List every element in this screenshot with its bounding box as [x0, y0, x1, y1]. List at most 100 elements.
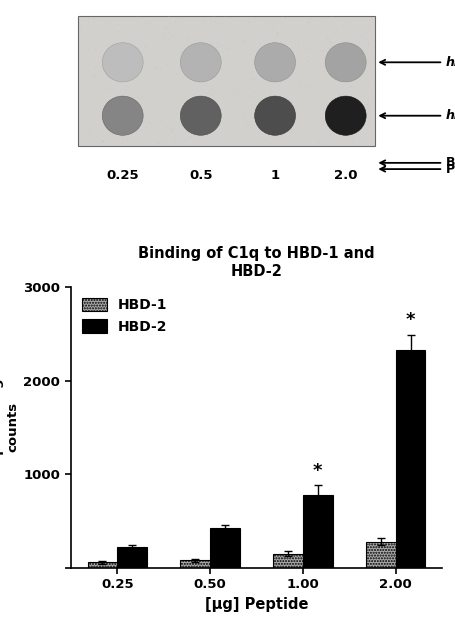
Point: [196, 109, 203, 119]
Point: [293, 140, 300, 150]
Point: [363, 100, 370, 110]
Point: [354, 52, 361, 62]
Point: [305, 45, 312, 55]
Point: [167, 39, 174, 49]
Point: [118, 44, 125, 54]
Point: [362, 13, 369, 23]
Point: [247, 127, 254, 137]
Point: [310, 109, 318, 119]
Point: [142, 41, 149, 51]
Point: [327, 76, 334, 85]
Point: [158, 21, 166, 31]
Point: [106, 27, 113, 37]
Point: [185, 124, 192, 134]
Point: [250, 133, 257, 143]
Point: [238, 47, 246, 57]
Point: [224, 32, 231, 42]
Point: [281, 75, 288, 85]
Point: [334, 62, 341, 72]
Point: [183, 34, 190, 44]
Point: [111, 100, 118, 110]
Point: [280, 89, 288, 99]
Point: [359, 76, 366, 86]
Point: [189, 140, 197, 150]
Point: [106, 108, 113, 118]
Point: [206, 104, 213, 114]
Point: [270, 20, 277, 30]
Point: [96, 121, 103, 131]
Point: [79, 106, 86, 116]
Point: [106, 52, 114, 62]
Point: [212, 56, 219, 66]
Point: [134, 53, 142, 63]
Point: [197, 52, 204, 62]
Point: [152, 63, 159, 73]
Point: [321, 37, 329, 47]
Point: [101, 96, 108, 106]
Point: [83, 97, 90, 107]
Point: [304, 17, 311, 27]
Point: [365, 115, 372, 125]
Point: [312, 89, 319, 99]
Point: [324, 43, 332, 53]
Point: [346, 122, 354, 132]
Point: [85, 44, 92, 54]
Point: [332, 115, 339, 125]
Point: [109, 56, 116, 66]
Point: [213, 135, 221, 145]
Point: [368, 95, 375, 105]
Point: [110, 84, 117, 94]
Point: [82, 64, 89, 74]
Point: [295, 21, 303, 31]
Point: [150, 31, 157, 41]
Point: [312, 118, 319, 128]
Point: [263, 60, 271, 70]
Point: [91, 44, 98, 54]
Point: [81, 32, 88, 42]
Point: [342, 79, 349, 89]
Text: 0.25: 0.25: [106, 169, 139, 182]
Point: [300, 108, 308, 118]
Point: [136, 100, 144, 110]
Point: [339, 108, 346, 118]
Point: [204, 45, 211, 55]
Point: [113, 51, 121, 61]
Point: [113, 53, 120, 63]
Point: [283, 112, 290, 122]
Point: [337, 97, 344, 107]
Point: [327, 129, 334, 139]
Point: [229, 123, 236, 133]
Point: [104, 128, 111, 138]
Point: [189, 129, 197, 139]
Point: [329, 42, 337, 52]
Point: [99, 136, 106, 146]
Point: [313, 29, 320, 39]
Point: [102, 16, 110, 26]
Point: [182, 44, 189, 54]
Point: [276, 47, 283, 57]
Point: [312, 41, 319, 51]
Point: [173, 69, 181, 79]
Point: [278, 123, 285, 133]
Point: [349, 139, 356, 149]
Point: [127, 39, 134, 49]
Point: [167, 12, 174, 22]
Point: [212, 19, 220, 29]
Point: [134, 57, 142, 67]
Point: [160, 46, 167, 56]
Point: [81, 56, 89, 66]
Point: [106, 47, 113, 57]
Point: [165, 35, 172, 45]
Point: [86, 123, 93, 133]
Text: 0.5: 0.5: [188, 169, 212, 182]
Point: [162, 140, 169, 150]
Point: [88, 30, 95, 40]
Point: [203, 61, 211, 71]
Point: [87, 88, 95, 98]
Point: [144, 50, 151, 60]
Point: [323, 33, 330, 43]
Point: [128, 129, 135, 139]
Point: [131, 123, 138, 133]
Point: [313, 67, 320, 77]
Bar: [365, 542, 395, 568]
